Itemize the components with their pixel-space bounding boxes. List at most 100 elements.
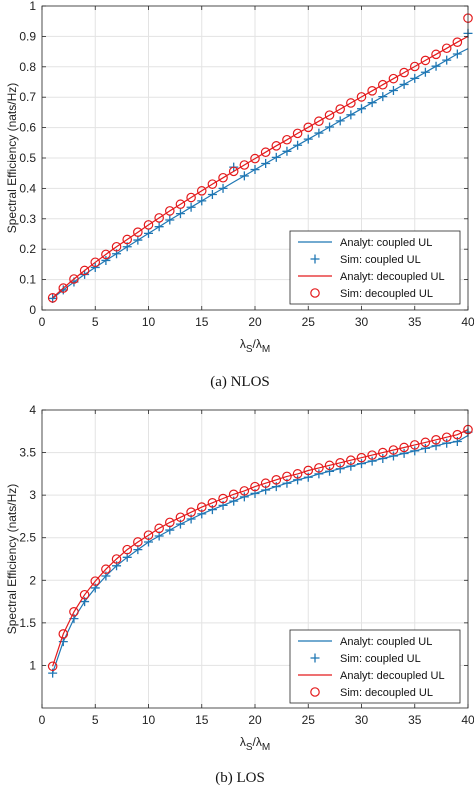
data-point-plus (58, 285, 68, 295)
series-sim-decoupled-ul (47, 13, 473, 303)
y-tick-label: 2.5 (19, 531, 36, 545)
data-point-circle (356, 92, 367, 102)
x-tick-label: 40 (461, 315, 474, 329)
data-point-circle (250, 481, 260, 492)
x-tick-label: 35 (408, 315, 422, 329)
data-point-circle (452, 37, 463, 47)
data-point-plus (367, 98, 377, 108)
data-point-circle (388, 73, 399, 84)
data-point-plus (282, 146, 292, 156)
data-point-plus (335, 464, 345, 474)
y-tick-label: 0.4 (19, 181, 36, 195)
data-point-circle (420, 437, 431, 448)
y-tick-label: 4 (29, 403, 36, 417)
legend-entry-label: Sim: decoupled UL (340, 288, 433, 300)
legend-entry-label: Sim: coupled UL (340, 254, 421, 266)
data-point-circle (143, 530, 154, 540)
data-point-circle (207, 498, 218, 508)
data-point-circle (111, 554, 122, 564)
data-point-circle (367, 450, 377, 460)
legend-swatch-circle (310, 687, 320, 697)
data-point-circle (228, 489, 239, 500)
data-point-plus (218, 183, 228, 193)
series-analyt-decoupled-ul (52, 429, 469, 667)
data-point-plus (378, 92, 388, 102)
data-point-plus (197, 196, 207, 206)
y-axis-label: Spectral Efficiency (nats/Hz) (5, 484, 19, 635)
chart-panel-los: 0 5 10 15 20 25 30 35 40 1 1.5 2 2.5 3 3.5 4 λS/λM Spectr… (5, 403, 474, 753)
x-tick-label: 25 (302, 315, 316, 329)
y-tick-label: 0.9 (19, 29, 36, 43)
data-point-circle (122, 234, 132, 245)
data-point-plus (442, 438, 452, 448)
data-point-plus (90, 262, 100, 272)
data-point-circle (186, 507, 196, 517)
data-point-circle (196, 186, 207, 196)
series-line (52, 35, 469, 299)
y-tick-label: 0.5 (19, 151, 36, 165)
y-tick-label: 0.3 (19, 212, 36, 226)
data-point-circle (377, 447, 388, 458)
data-point-circle (101, 564, 111, 575)
data-point-circle (101, 249, 111, 260)
data-point-circle (409, 61, 420, 72)
legend: Analyt: coupled UL Sim: coupled UL Analyt:… (289, 629, 461, 704)
x-tick-label: 40 (461, 713, 474, 727)
legend-entry-label: Sim: decoupled UL (340, 687, 433, 699)
data-point-circle (228, 166, 239, 177)
x-tick-label: 20 (248, 315, 262, 329)
data-point-plus (325, 466, 335, 476)
data-point-circle (282, 471, 292, 482)
data-point-plus (346, 110, 356, 120)
data-point-circle (122, 544, 132, 555)
y-tick-label: 1 (29, 0, 36, 13)
y-tick-label: 0.2 (19, 242, 36, 256)
data-point-circle (303, 122, 314, 133)
data-point-plus (420, 67, 430, 77)
data-point-plus (442, 55, 452, 65)
data-point-plus (346, 461, 356, 471)
data-point-plus (388, 451, 398, 461)
data-point-plus (154, 222, 164, 232)
y-tick-label: 1.5 (19, 616, 36, 630)
data-point-circle (409, 440, 420, 450)
data-point-circle (143, 220, 154, 230)
y-tick-label: 1 (29, 658, 36, 672)
data-point-circle (260, 147, 271, 158)
data-point-plus (239, 171, 249, 181)
data-point-circle (292, 128, 303, 139)
data-point-plus (367, 456, 377, 466)
y-tick-label: 0.7 (19, 90, 36, 104)
series-line (52, 429, 469, 667)
data-point-plus (314, 469, 324, 479)
y-tick-label: 3 (29, 488, 36, 502)
data-point-plus (186, 202, 196, 212)
data-point-circle (133, 227, 143, 237)
legend-entry-label: Sim: coupled UL (340, 653, 421, 665)
data-point-circle (58, 283, 69, 293)
data-point-circle (441, 43, 452, 54)
x-axis-label: λS/λM (240, 735, 270, 753)
data-point-circle (367, 86, 377, 96)
x-tick-label: 15 (195, 713, 209, 727)
series-analyt-coupled-ul (52, 48, 469, 299)
legend-entry-label: Analyt: coupled UL (340, 636, 432, 648)
data-point-plus (410, 446, 420, 456)
series-analyt-coupled-ul (52, 434, 469, 674)
data-point-circle (431, 434, 441, 445)
data-point-circle (314, 463, 324, 473)
data-point-circle (441, 432, 452, 443)
x-tick-label: 30 (355, 713, 369, 727)
data-point-plus (335, 116, 345, 126)
data-point-circle (154, 213, 164, 223)
y-tick-label: 3.5 (19, 446, 36, 460)
data-point-circle (69, 606, 79, 617)
data-point-circle (271, 141, 282, 151)
data-point-circle (335, 457, 345, 468)
x-tick-label: 5 (92, 315, 99, 329)
data-point-circle (292, 469, 303, 479)
data-point-circle (90, 257, 101, 268)
data-point-circle (303, 465, 314, 476)
data-point-plus (388, 86, 398, 96)
